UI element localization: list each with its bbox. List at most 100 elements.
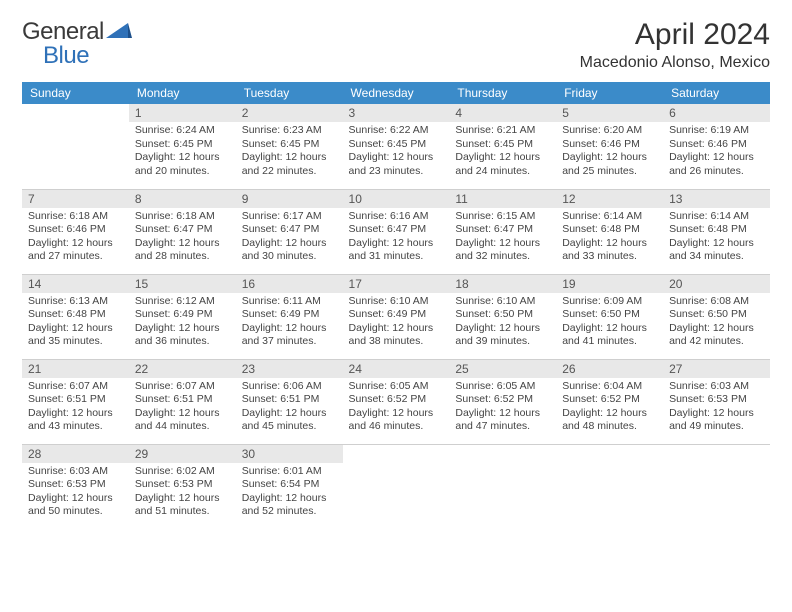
calendar-week-row: 14Sunrise: 6:13 AMSunset: 6:48 PMDayligh…	[22, 274, 770, 359]
day-line-sr: Sunrise: 6:05 AM	[455, 380, 550, 394]
day-line-ss: Sunset: 6:45 PM	[455, 138, 550, 152]
day-number: 13	[663, 190, 770, 208]
weekday-header: Tuesday	[236, 82, 343, 104]
day-line-d1: Daylight: 12 hours	[562, 407, 657, 421]
day-number: 5	[556, 104, 663, 122]
day-body: Sunrise: 6:03 AMSunset: 6:53 PMDaylight:…	[663, 378, 770, 439]
day-line-d1: Daylight: 12 hours	[669, 322, 764, 336]
calendar-day-cell: 18Sunrise: 6:10 AMSunset: 6:50 PMDayligh…	[449, 274, 556, 359]
day-line-ss: Sunset: 6:47 PM	[135, 223, 230, 237]
day-body: Sunrise: 6:20 AMSunset: 6:46 PMDaylight:…	[556, 122, 663, 183]
day-line-d2: and 32 minutes.	[455, 250, 550, 264]
calendar-day-cell: 29Sunrise: 6:02 AMSunset: 6:53 PMDayligh…	[129, 444, 236, 529]
calendar-header-row: SundayMondayTuesdayWednesdayThursdayFrid…	[22, 82, 770, 104]
day-body: Sunrise: 6:19 AMSunset: 6:46 PMDaylight:…	[663, 122, 770, 183]
day-line-d2: and 28 minutes.	[135, 250, 230, 264]
day-body: Sunrise: 6:24 AMSunset: 6:45 PMDaylight:…	[129, 122, 236, 183]
day-number: 27	[663, 360, 770, 378]
day-number: 22	[129, 360, 236, 378]
day-line-sr: Sunrise: 6:22 AM	[349, 124, 444, 138]
day-line-d1: Daylight: 12 hours	[28, 322, 123, 336]
day-line-d2: and 22 minutes.	[242, 165, 337, 179]
day-line-sr: Sunrise: 6:17 AM	[242, 210, 337, 224]
logo: General Blue	[22, 18, 132, 46]
logo-triangle-icon	[106, 20, 132, 45]
calendar-day-cell: 10Sunrise: 6:16 AMSunset: 6:47 PMDayligh…	[343, 189, 450, 274]
day-number: 24	[343, 360, 450, 378]
day-number: 26	[556, 360, 663, 378]
calendar-day-cell: 2Sunrise: 6:23 AMSunset: 6:45 PMDaylight…	[236, 104, 343, 189]
calendar-day-cell: 23Sunrise: 6:06 AMSunset: 6:51 PMDayligh…	[236, 359, 343, 444]
day-line-d2: and 38 minutes.	[349, 335, 444, 349]
day-line-ss: Sunset: 6:46 PM	[28, 223, 123, 237]
day-line-ss: Sunset: 6:49 PM	[135, 308, 230, 322]
day-number: 4	[449, 104, 556, 122]
calendar-day-cell	[449, 444, 556, 529]
day-line-ss: Sunset: 6:48 PM	[669, 223, 764, 237]
calendar-day-cell: 11Sunrise: 6:15 AMSunset: 6:47 PMDayligh…	[449, 189, 556, 274]
day-line-sr: Sunrise: 6:10 AM	[349, 295, 444, 309]
day-line-d2: and 37 minutes.	[242, 335, 337, 349]
weekday-header: Monday	[129, 82, 236, 104]
day-number: 9	[236, 190, 343, 208]
day-line-sr: Sunrise: 6:20 AM	[562, 124, 657, 138]
day-line-d1: Daylight: 12 hours	[242, 322, 337, 336]
day-body: Sunrise: 6:22 AMSunset: 6:45 PMDaylight:…	[343, 122, 450, 183]
day-line-d1: Daylight: 12 hours	[562, 237, 657, 251]
day-body: Sunrise: 6:14 AMSunset: 6:48 PMDaylight:…	[663, 208, 770, 269]
day-line-ss: Sunset: 6:52 PM	[455, 393, 550, 407]
day-number: 29	[129, 445, 236, 463]
day-number: 7	[22, 190, 129, 208]
day-body: Sunrise: 6:14 AMSunset: 6:48 PMDaylight:…	[556, 208, 663, 269]
day-line-ss: Sunset: 6:53 PM	[669, 393, 764, 407]
calendar-week-row: 7Sunrise: 6:18 AMSunset: 6:46 PMDaylight…	[22, 189, 770, 274]
day-line-d1: Daylight: 12 hours	[349, 322, 444, 336]
day-line-sr: Sunrise: 6:01 AM	[242, 465, 337, 479]
day-number: 17	[343, 275, 450, 293]
day-line-ss: Sunset: 6:45 PM	[349, 138, 444, 152]
calendar-day-cell: 9 Sunrise: 6:17 AMSunset: 6:47 PMDaylight…	[236, 189, 343, 274]
calendar-day-cell: 28Sunrise: 6:03 AMSunset: 6:53 PMDayligh…	[22, 444, 129, 529]
day-number: 28	[22, 445, 129, 463]
calendar-day-cell: 1Sunrise: 6:24 AMSunset: 6:45 PMDaylight…	[129, 104, 236, 189]
day-line-sr: Sunrise: 6:07 AM	[135, 380, 230, 394]
day-line-d2: and 48 minutes.	[562, 420, 657, 434]
day-body: Sunrise: 6:18 AMSunset: 6:46 PMDaylight:…	[22, 208, 129, 269]
day-line-d2: and 51 minutes.	[135, 505, 230, 519]
day-line-sr: Sunrise: 6:19 AM	[669, 124, 764, 138]
day-number: 6	[663, 104, 770, 122]
day-number: 21	[22, 360, 129, 378]
calendar-table: SundayMondayTuesdayWednesdayThursdayFrid…	[22, 82, 770, 529]
day-number: 23	[236, 360, 343, 378]
day-line-d2: and 20 minutes.	[135, 165, 230, 179]
weekday-header: Wednesday	[343, 82, 450, 104]
day-body: Sunrise: 6:13 AMSunset: 6:48 PMDaylight:…	[22, 293, 129, 354]
calendar-day-cell	[663, 444, 770, 529]
day-line-d1: Daylight: 12 hours	[28, 407, 123, 421]
day-line-ss: Sunset: 6:51 PM	[135, 393, 230, 407]
day-line-d2: and 50 minutes.	[28, 505, 123, 519]
day-line-d1: Daylight: 12 hours	[455, 407, 550, 421]
day-line-d2: and 46 minutes.	[349, 420, 444, 434]
day-line-ss: Sunset: 6:54 PM	[242, 478, 337, 492]
calendar-day-cell: 14Sunrise: 6:13 AMSunset: 6:48 PMDayligh…	[22, 274, 129, 359]
day-line-ss: Sunset: 6:46 PM	[669, 138, 764, 152]
day-line-ss: Sunset: 6:47 PM	[242, 223, 337, 237]
day-line-ss: Sunset: 6:45 PM	[135, 138, 230, 152]
day-line-d1: Daylight: 12 hours	[135, 407, 230, 421]
day-number: 19	[556, 275, 663, 293]
day-line-sr: Sunrise: 6:10 AM	[455, 295, 550, 309]
day-number: 16	[236, 275, 343, 293]
day-line-ss: Sunset: 6:51 PM	[28, 393, 123, 407]
day-line-d1: Daylight: 12 hours	[242, 237, 337, 251]
day-body: Sunrise: 6:15 AMSunset: 6:47 PMDaylight:…	[449, 208, 556, 269]
calendar-week-row: 28Sunrise: 6:03 AMSunset: 6:53 PMDayligh…	[22, 444, 770, 529]
day-line-ss: Sunset: 6:48 PM	[28, 308, 123, 322]
day-line-sr: Sunrise: 6:03 AM	[28, 465, 123, 479]
calendar-day-cell: 24Sunrise: 6:05 AMSunset: 6:52 PMDayligh…	[343, 359, 450, 444]
day-line-sr: Sunrise: 6:11 AM	[242, 295, 337, 309]
day-line-d1: Daylight: 12 hours	[242, 407, 337, 421]
calendar-day-cell: 22 Sunrise: 6:07 AMSunset: 6:51 PMDayligh…	[129, 359, 236, 444]
day-line-sr: Sunrise: 6:03 AM	[669, 380, 764, 394]
calendar-day-cell	[343, 444, 450, 529]
